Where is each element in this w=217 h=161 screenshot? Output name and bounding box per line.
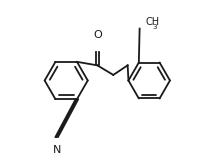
Text: CH: CH [145, 17, 159, 27]
Text: N: N [53, 145, 61, 155]
Text: O: O [93, 30, 102, 40]
Text: 3: 3 [152, 24, 157, 30]
